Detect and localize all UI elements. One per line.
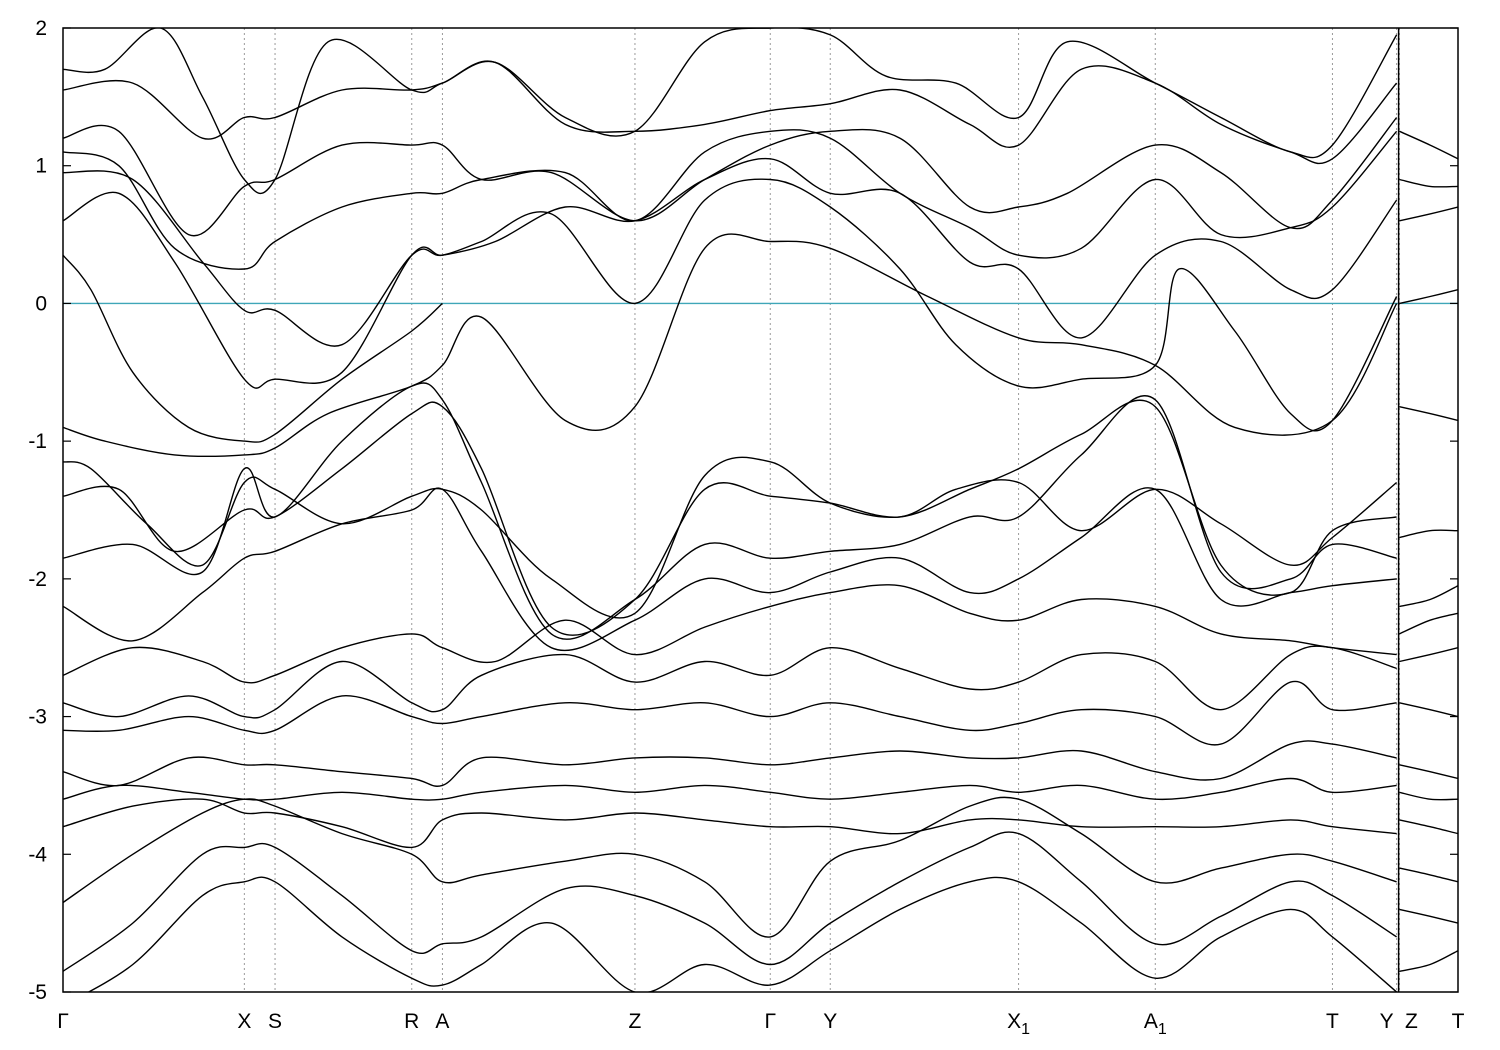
band-14: [63, 645, 1397, 719]
band-21: [87, 876, 1398, 992]
band-3: [63, 178, 1398, 432]
band-24: [1399, 206, 1458, 222]
x-tick-label-7: Y: [823, 1010, 837, 1033]
band-23: [1399, 406, 1458, 422]
y-tick-label: -3: [28, 706, 47, 729]
band-32: [1399, 764, 1458, 780]
band-27: [1399, 529, 1458, 539]
band-22: [1399, 289, 1458, 305]
y-tick-label: 1: [35, 155, 47, 178]
high-symmetry-gridlines: [243, 28, 1400, 992]
band-28: [1399, 585, 1458, 608]
y-tick-label: -4: [28, 843, 47, 866]
x-tick-label-11: Y: [1380, 1010, 1394, 1033]
band-18: [63, 798, 1397, 849]
band-34: [1399, 819, 1458, 835]
band-20: [63, 831, 1397, 972]
band-25: [1399, 178, 1458, 188]
band-11: [63, 382, 1397, 640]
x-tick-label-3: R: [404, 1010, 419, 1033]
y-tick-label: -2: [28, 568, 47, 591]
band-30: [1399, 647, 1458, 663]
band-15: [63, 680, 1397, 746]
band-36: [1399, 908, 1458, 924]
y-tick-label: 2: [35, 17, 47, 40]
x-tick-label-1: X: [237, 1010, 251, 1033]
band-5: [63, 129, 1398, 270]
x-tick-label-4: A: [435, 1010, 449, 1033]
x-tick-label-13: T: [1452, 1010, 1465, 1033]
band-10: [63, 399, 1397, 636]
band-19: [63, 796, 1397, 938]
y-tick-label: 0: [35, 292, 47, 315]
band-1: [63, 233, 1398, 457]
band-33: [1399, 791, 1458, 801]
band-13: [63, 584, 1397, 684]
band-2: [63, 254, 443, 443]
x-tick-label-9: A1: [1144, 1010, 1167, 1038]
band-lines: [63, 28, 1458, 992]
y-tick-label: -1: [28, 430, 47, 453]
band-37: [1399, 950, 1458, 972]
band-16: [63, 740, 1397, 787]
plot-frame: [62, 27, 1459, 993]
x-tick-label-10: T: [1326, 1010, 1339, 1033]
band-7: [63, 60, 1398, 165]
band-9: [63, 456, 1398, 619]
band-26: [1399, 130, 1458, 160]
x-tick-label-2: S: [268, 1010, 282, 1033]
x-tick-label-6: Γ: [764, 1010, 776, 1033]
band-8: [63, 28, 1398, 194]
band-6: [63, 117, 1398, 237]
y-axis-ticks: -5 -4 -3 -2 -1 0 1 2: [28, 17, 1458, 1004]
x-tick-label-0: Γ: [57, 1010, 69, 1033]
x-tick-label-12: Z: [1405, 1010, 1418, 1033]
band-31: [1399, 702, 1458, 718]
band-17: [63, 777, 1397, 801]
y-tick-label: -5: [28, 981, 47, 1004]
band-4: [63, 157, 1398, 347]
band-35: [1399, 867, 1458, 883]
x-axis-ticks: Γ X S R A Z Γ Y X1 A1 T Y Z T: [57, 1010, 1464, 1038]
x-tick-label-8: X1: [1007, 1010, 1030, 1038]
band-12: [63, 487, 1397, 652]
band-29: [1399, 612, 1458, 635]
x-tick-label-5: Z: [629, 1010, 642, 1033]
